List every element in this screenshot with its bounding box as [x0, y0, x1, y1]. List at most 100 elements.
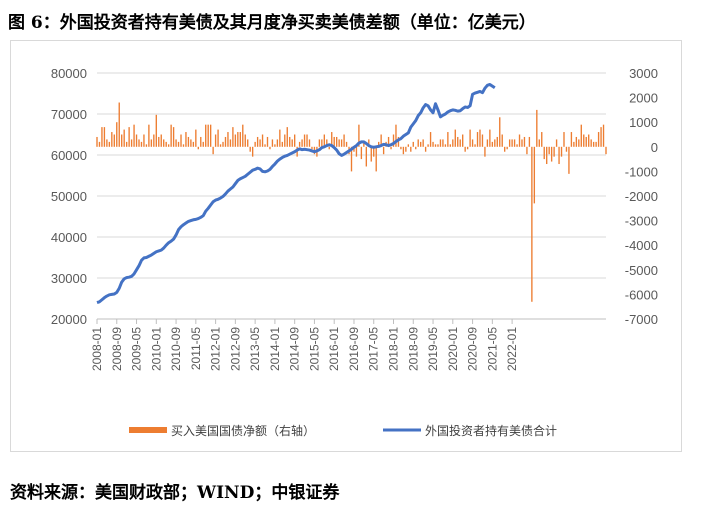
x-tick-label: 2010-01	[149, 327, 163, 371]
bar	[380, 134, 382, 147]
bar	[597, 132, 600, 147]
x-tick-label: 2021-05	[485, 327, 499, 371]
bar	[340, 139, 343, 147]
bar	[172, 127, 175, 147]
bar	[511, 139, 513, 147]
bar	[570, 132, 573, 147]
bar	[242, 124, 244, 147]
bar	[422, 139, 424, 147]
bar	[595, 141, 597, 147]
bar	[417, 139, 419, 147]
bar	[214, 134, 217, 147]
bar	[306, 134, 308, 147]
bar	[471, 139, 474, 147]
bar	[254, 141, 256, 147]
bar	[96, 136, 98, 147]
bar	[402, 146, 405, 155]
x-tick-label: 2012-01	[209, 327, 223, 371]
bar	[187, 136, 190, 147]
bar	[234, 134, 237, 147]
bar	[395, 124, 397, 147]
bar	[133, 124, 135, 147]
bar	[415, 146, 417, 150]
bar	[116, 122, 118, 147]
line-series-holdings	[96, 82, 496, 305]
bar	[548, 146, 550, 155]
y-right-tick-label: -2000	[625, 189, 658, 204]
bar	[335, 136, 338, 147]
bar	[130, 139, 133, 147]
bar	[501, 134, 503, 147]
x-tick-label: 2013-05	[248, 327, 262, 371]
bar	[244, 134, 246, 147]
bar	[464, 146, 466, 152]
bar	[350, 146, 353, 172]
bar	[237, 132, 239, 147]
bar	[546, 146, 548, 165]
bar	[298, 141, 301, 147]
bar	[390, 146, 392, 150]
bar	[484, 146, 486, 157]
bar	[163, 139, 165, 147]
bar	[121, 134, 123, 147]
x-tick-label: 2014-01	[268, 327, 282, 371]
bar	[368, 139, 370, 147]
bar	[289, 136, 291, 147]
x-tick-label: 2011-05	[189, 327, 203, 370]
x-tick-label: 2009-05	[130, 327, 144, 371]
bar	[108, 141, 111, 147]
bar	[185, 132, 187, 147]
bar	[602, 124, 605, 147]
bar	[370, 146, 372, 162]
bar	[180, 134, 182, 147]
bar	[588, 134, 590, 147]
bar	[459, 139, 461, 147]
bar	[496, 136, 498, 147]
bar	[200, 136, 202, 147]
x-tick-label: 2018-09	[406, 327, 420, 371]
bar	[284, 134, 286, 147]
bar	[434, 144, 437, 147]
bar	[560, 146, 563, 157]
bar	[333, 136, 335, 147]
bar	[123, 129, 125, 147]
bar	[261, 134, 264, 147]
y-left-tick-label: 60000	[51, 148, 87, 163]
bar	[323, 134, 325, 147]
bar	[106, 139, 108, 147]
bar	[439, 139, 442, 147]
bar	[452, 139, 454, 147]
bar	[442, 139, 444, 147]
y-left-tick-label: 50000	[51, 189, 87, 204]
x-tick-label: 2010-09	[169, 327, 183, 371]
bar	[469, 129, 471, 147]
bar	[153, 134, 155, 147]
bar	[533, 146, 536, 204]
bar	[405, 146, 407, 152]
bar	[437, 144, 439, 147]
bar	[363, 141, 365, 147]
bar	[573, 141, 575, 147]
bar	[217, 129, 219, 147]
bar	[444, 144, 447, 147]
bar	[592, 141, 595, 147]
bar	[343, 134, 345, 147]
bar	[489, 129, 491, 147]
bar	[205, 124, 207, 147]
y-axis-left: 20000 30000 40000 50000 60000 70000 80000	[51, 66, 87, 327]
bar	[558, 146, 560, 165]
bar	[462, 134, 464, 147]
bar	[212, 146, 214, 155]
bar	[518, 134, 521, 147]
bar	[432, 141, 434, 147]
x-tick-label: 2014-09	[288, 327, 302, 371]
bar	[466, 146, 469, 150]
bar	[491, 141, 494, 147]
bar	[568, 146, 570, 174]
legend-label-bar: 买入美国国债净额（右轴）	[171, 423, 315, 438]
figure-title: 图 6：外国投资者持有美债及其月度净买卖美债差额（单位：亿美元）	[8, 13, 536, 33]
bar	[353, 146, 355, 152]
x-tick-label: 2016-09	[347, 327, 361, 371]
bar	[160, 134, 162, 147]
